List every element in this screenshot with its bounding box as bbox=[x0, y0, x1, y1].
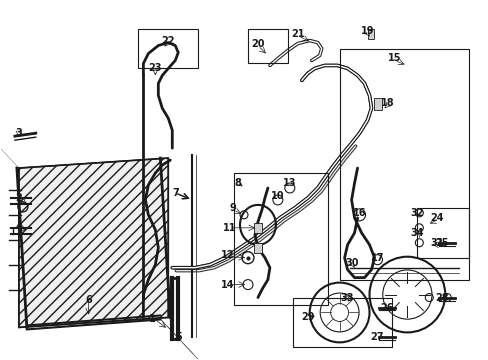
Text: 5: 5 bbox=[175, 332, 181, 342]
Text: 20: 20 bbox=[251, 39, 264, 49]
Bar bbox=[416, 208, 468, 258]
Text: 33: 33 bbox=[340, 293, 354, 302]
Text: 1: 1 bbox=[149, 314, 155, 324]
Text: 32: 32 bbox=[410, 208, 423, 218]
Text: 3: 3 bbox=[16, 128, 22, 138]
Text: 23: 23 bbox=[148, 63, 162, 73]
Text: 18: 18 bbox=[380, 98, 393, 108]
Text: 19: 19 bbox=[360, 26, 373, 36]
Bar bbox=[247, 28, 287, 63]
Text: 27: 27 bbox=[370, 332, 384, 342]
Text: 31: 31 bbox=[429, 238, 443, 248]
Text: 6: 6 bbox=[85, 294, 92, 305]
Text: 17: 17 bbox=[370, 253, 384, 263]
Bar bbox=[339, 49, 468, 280]
Bar bbox=[374, 98, 382, 110]
Text: 21: 21 bbox=[290, 28, 304, 39]
Text: 28: 28 bbox=[434, 293, 448, 302]
Text: 4: 4 bbox=[16, 222, 22, 232]
Text: 11: 11 bbox=[223, 223, 236, 233]
Bar bbox=[234, 173, 327, 305]
Text: 9: 9 bbox=[229, 203, 236, 213]
Bar bbox=[253, 223, 262, 233]
Text: 7: 7 bbox=[172, 188, 178, 198]
Bar bbox=[138, 28, 198, 68]
Text: 16: 16 bbox=[352, 208, 366, 218]
Text: 34: 34 bbox=[410, 228, 423, 238]
Text: 14: 14 bbox=[221, 280, 234, 289]
Text: 24: 24 bbox=[429, 213, 443, 223]
Text: 13: 13 bbox=[283, 178, 296, 188]
Text: 10: 10 bbox=[270, 191, 284, 201]
Text: 2: 2 bbox=[16, 193, 22, 203]
Text: 25: 25 bbox=[435, 238, 448, 248]
Bar bbox=[253, 243, 262, 253]
Text: 12: 12 bbox=[221, 250, 234, 260]
Polygon shape bbox=[19, 158, 168, 328]
Bar bbox=[292, 298, 392, 347]
Text: 8: 8 bbox=[234, 178, 241, 188]
Text: 22: 22 bbox=[161, 36, 175, 46]
Bar bbox=[367, 28, 374, 39]
Text: 15: 15 bbox=[387, 54, 400, 63]
Text: 26: 26 bbox=[380, 302, 393, 312]
Text: 29: 29 bbox=[301, 312, 314, 323]
Text: 30: 30 bbox=[345, 258, 359, 268]
